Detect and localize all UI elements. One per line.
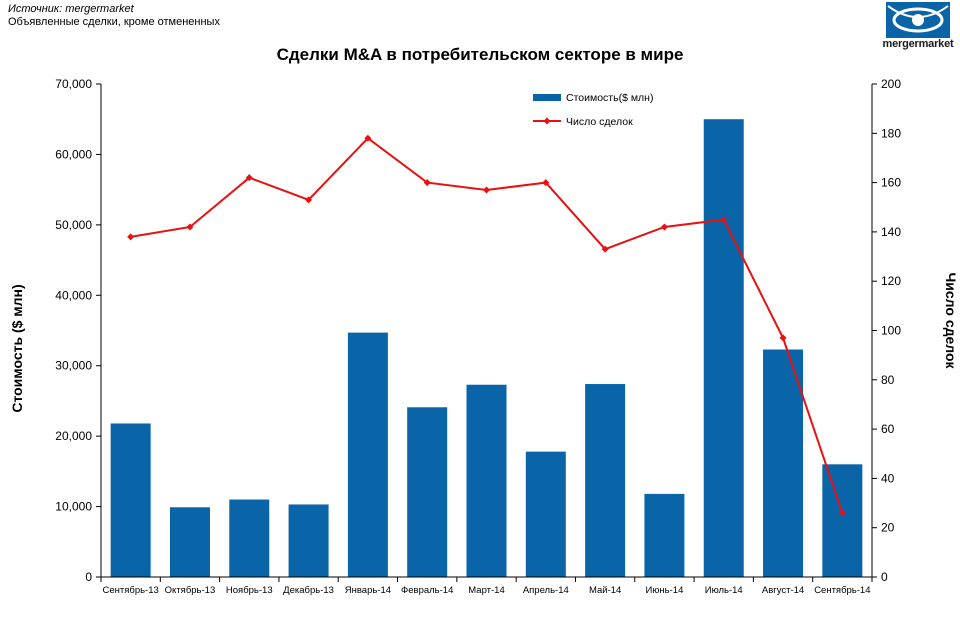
y-right-tick-label: 180 [881, 126, 901, 140]
y-tick-label: 60,000 [55, 147, 92, 161]
logo-text: mergermarket [882, 38, 954, 50]
x-tick-label: Май-14 [589, 585, 621, 596]
line-point [779, 334, 787, 342]
y-right-tick-label: 0 [881, 570, 888, 584]
y-tick-label: 0 [85, 570, 92, 584]
x-tick-label: Август-14 [762, 585, 804, 596]
bar [229, 499, 270, 577]
y-axis-title-left: Стоимость ($ млн) [9, 284, 25, 412]
bar [763, 349, 804, 577]
y-right-tick-label: 160 [881, 176, 901, 190]
x-tick-label: Сентябрь-13 [103, 585, 159, 596]
legend-marker-line [543, 117, 551, 125]
line-point [245, 174, 253, 182]
y-axis-title-right: Число сделок [943, 272, 959, 369]
line-point [542, 179, 550, 187]
line-point [483, 186, 490, 194]
x-tick-label: Сентябрь-14 [814, 585, 870, 596]
y-tick-label: 70,000 [55, 77, 92, 91]
x-tick-label: Октябрь-13 [165, 585, 216, 596]
bar [169, 507, 210, 577]
y-right-tick-label: 40 [881, 471, 895, 485]
bar [703, 119, 744, 577]
source-text: Источник: mergermarket [8, 3, 134, 15]
y-right-tick-label: 140 [881, 225, 901, 239]
x-tick-label: Июль-14 [705, 585, 743, 596]
line-point [127, 233, 135, 241]
y-tick-label: 30,000 [55, 359, 92, 373]
legend-swatch-bar [533, 94, 561, 101]
line-point [660, 223, 668, 231]
line-point [838, 509, 846, 517]
bar [525, 451, 566, 577]
x-tick-label: Март-14 [468, 585, 504, 596]
y-right-tick-label: 20 [881, 521, 895, 535]
bar [466, 384, 507, 577]
x-tick-label: Июнь-14 [645, 585, 683, 596]
line-point [305, 196, 313, 204]
line-point [601, 245, 609, 253]
y-right-tick-label: 200 [881, 77, 901, 91]
y-right-tick-label: 80 [881, 373, 895, 387]
y-tick-label: 50,000 [55, 218, 92, 232]
y-tick-label: 40,000 [55, 288, 92, 302]
source-block: Источник: mergermarket Объявленные сделк… [8, 3, 220, 29]
bar [822, 464, 863, 577]
bar [110, 423, 151, 577]
logo-icon [886, 2, 950, 38]
y-tick-label: 20,000 [55, 429, 92, 443]
bar [644, 493, 685, 577]
bar [288, 504, 329, 577]
x-tick-label: Декабрь-13 [283, 585, 334, 596]
bar [347, 332, 388, 577]
x-tick-label: Январь-14 [345, 585, 391, 596]
legend-label-line: Число сделок [566, 116, 633, 128]
x-tick-label: Ноябрь-13 [226, 585, 273, 596]
line-point [364, 134, 372, 142]
bar [585, 384, 626, 577]
line-point [720, 216, 728, 224]
y-right-tick-label: 120 [881, 274, 901, 288]
y-tick-label: 10,000 [55, 500, 92, 514]
chart-title: Сделки M&A в потребительском секторе в м… [276, 45, 684, 64]
legend-label-bar: Стоимость($ млн) [566, 92, 653, 104]
x-tick-label: Февраль-14 [401, 585, 453, 596]
y-right-tick-label: 60 [881, 422, 895, 436]
bar [407, 407, 448, 577]
x-tick-label: Апрель-14 [523, 585, 569, 596]
line-point [423, 179, 431, 187]
line-point [186, 223, 194, 231]
mergermarket-logo: mergermarket [880, 2, 956, 50]
y-right-tick-label: 100 [881, 324, 901, 338]
note-text: Объявленные сделки, кроме отмененных [8, 16, 220, 28]
